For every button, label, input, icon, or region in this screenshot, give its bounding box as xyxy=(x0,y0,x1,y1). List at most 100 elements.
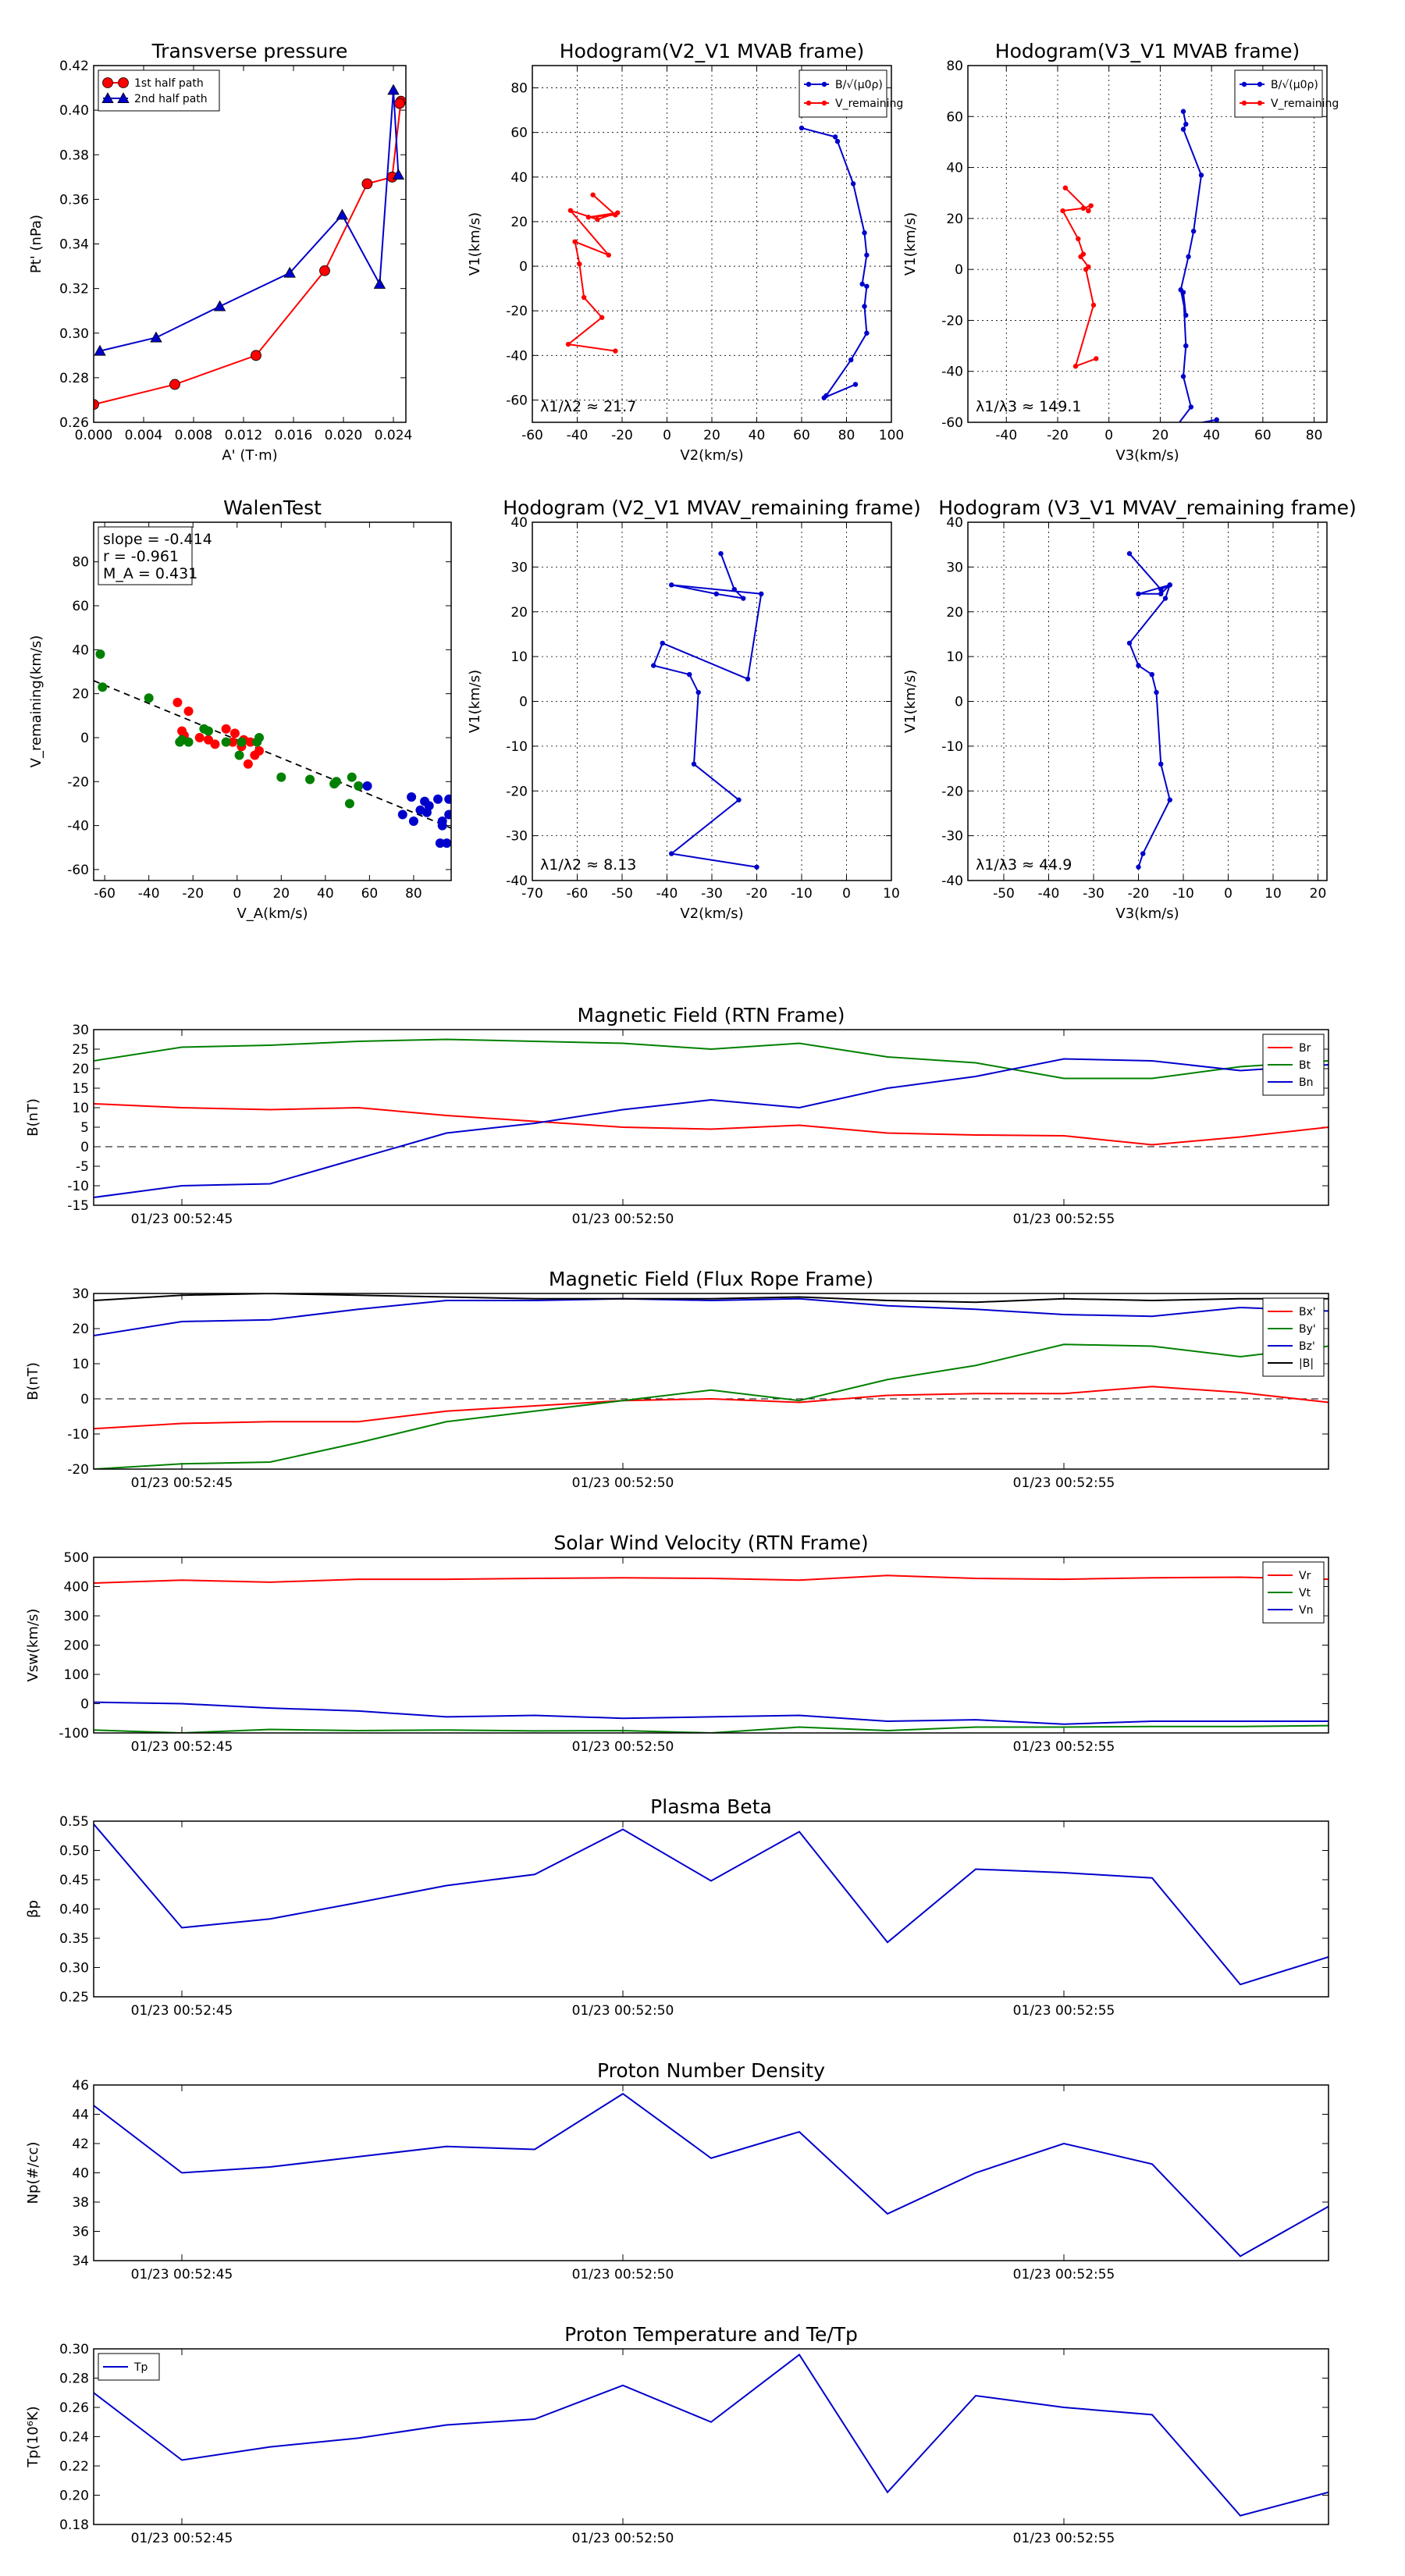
series-line xyxy=(94,1823,1329,1986)
legend-label: B/√(μ0ρ) xyxy=(835,79,883,91)
y-tick-label: 10 xyxy=(510,649,528,665)
legend-label: Vr xyxy=(1299,1570,1311,1582)
axes-frame xyxy=(93,1820,1329,1998)
data-point xyxy=(862,230,867,236)
legend-marker xyxy=(1241,81,1247,87)
y-tick-label: -20 xyxy=(67,1462,89,1478)
legend-label: B/√(μ0ρ) xyxy=(1271,79,1318,91)
legend: B/√(μ0ρ) V_remaining xyxy=(1234,69,1339,118)
y-tick-label: 20 xyxy=(72,687,89,703)
data-point xyxy=(331,777,341,787)
data-point xyxy=(237,737,247,747)
y-tick-label: -10 xyxy=(67,1179,89,1194)
series-line xyxy=(1128,553,1172,868)
data-point xyxy=(204,726,214,736)
y-tick-label: -10 xyxy=(941,739,963,755)
data-point xyxy=(394,98,405,109)
data-point xyxy=(347,772,357,782)
y-tick-label: -40 xyxy=(506,873,528,889)
data-point xyxy=(572,239,578,244)
plot-area xyxy=(94,2093,1329,2258)
y-tick-label: 20 xyxy=(946,605,963,621)
y-tick-label: 25 xyxy=(72,1042,89,1058)
y-tick-label: 0.22 xyxy=(59,2459,89,2475)
x-tick-label: 0.016 xyxy=(275,428,313,443)
data-point xyxy=(864,330,870,336)
y-tick-label: 40 xyxy=(72,642,89,658)
legend: Vr Vt Vn xyxy=(1262,1561,1325,1624)
x-tick-label: 80 xyxy=(405,886,422,902)
data-point xyxy=(407,792,417,802)
data-point xyxy=(1136,663,1141,668)
time-tick-label: 01/23 00:52:50 xyxy=(572,1475,674,1491)
y-axis-label: V1(km/s) xyxy=(902,670,919,733)
axes-frame xyxy=(93,1293,1329,1470)
series-line xyxy=(94,1386,1329,1430)
time-tick-label: 01/23 00:52:45 xyxy=(131,2531,233,2546)
time-tick-label: 01/23 00:52:55 xyxy=(1013,2531,1115,2546)
series-line xyxy=(94,1724,1329,1733)
x-tick-label: 0 xyxy=(1224,886,1232,902)
data-point xyxy=(759,591,764,596)
legend-marker xyxy=(101,92,114,104)
y-tick-label: 30 xyxy=(72,1023,89,1038)
y-tick-label: 80 xyxy=(510,81,528,97)
data-point xyxy=(577,262,582,267)
data-point xyxy=(848,357,854,363)
data-point xyxy=(444,794,451,804)
y-axis-label: Tp(10⁶K) xyxy=(25,2406,41,2467)
data-point xyxy=(243,759,253,769)
series-line xyxy=(1178,111,1217,422)
y-tick-label: 0.45 xyxy=(59,1873,89,1888)
data-point xyxy=(397,809,407,820)
stats-box xyxy=(98,526,193,585)
data-point xyxy=(150,331,162,343)
chart-h1: -60 -40 -20 0 20 40 60 80 100 -60 -40 -20 0 20 40 60 80 H… xyxy=(467,40,904,464)
x-tick-label: -20 xyxy=(182,886,204,902)
series-line xyxy=(94,101,402,406)
time-tick-label: 01/23 00:52:55 xyxy=(1013,1212,1115,1227)
y-tick-label: 200 xyxy=(64,1638,89,1654)
data-point xyxy=(1180,374,1186,379)
time-tick-label: 01/23 00:52:55 xyxy=(1013,2003,1115,2019)
data-point xyxy=(392,169,405,180)
time-tick-label: 01/23 00:52:45 xyxy=(131,1475,233,1491)
chart-title: Hodogram (V3_V1 MVAV_remaining frame) xyxy=(938,496,1357,519)
series-line xyxy=(94,1701,1329,1725)
data-point xyxy=(444,809,451,820)
data-point xyxy=(1149,671,1154,678)
series-line xyxy=(94,1297,1329,1336)
data-point xyxy=(590,192,596,197)
x-tick-label: -30 xyxy=(701,886,723,902)
data-point xyxy=(864,252,870,258)
y-tick-label: 0 xyxy=(519,695,528,710)
time-tick-label: 01/23 00:52:50 xyxy=(572,2003,674,2019)
data-point xyxy=(433,794,443,804)
time-tick-label: 01/23 00:52:50 xyxy=(572,2531,674,2546)
x-tick-label: 40 xyxy=(317,886,334,902)
data-point xyxy=(336,208,349,220)
x-tick-label: 10 xyxy=(883,886,900,902)
x-tick-label: -20 xyxy=(746,886,768,902)
data-point xyxy=(1183,121,1189,127)
y-tick-label: 0.32 xyxy=(59,282,89,297)
chart-title: Hodogram(V3_V1 MVAB frame) xyxy=(995,40,1300,62)
plot-area xyxy=(94,1574,1329,1733)
y-tick-label: 0.25 xyxy=(59,1990,89,2005)
series-line xyxy=(1061,187,1097,368)
time-tick-label: 01/23 00:52:55 xyxy=(1013,1739,1115,1755)
plot-area xyxy=(94,1038,1329,1198)
data-point xyxy=(234,750,244,760)
x-tick-label: -60 xyxy=(567,886,589,902)
data-point xyxy=(98,682,108,692)
legend-label: Vt xyxy=(1299,1587,1311,1599)
data-point xyxy=(1088,203,1094,208)
x-tick-label: -10 xyxy=(791,886,813,902)
y-axis-label: V1(km/s) xyxy=(467,670,483,733)
x-tick-label: 80 xyxy=(1306,428,1323,443)
plot-area xyxy=(94,2354,1329,2517)
data-point xyxy=(1083,266,1089,272)
y-tick-label: 36 xyxy=(72,2225,89,2240)
data-point xyxy=(832,134,838,140)
x-tick-label: 0.024 xyxy=(375,428,413,443)
